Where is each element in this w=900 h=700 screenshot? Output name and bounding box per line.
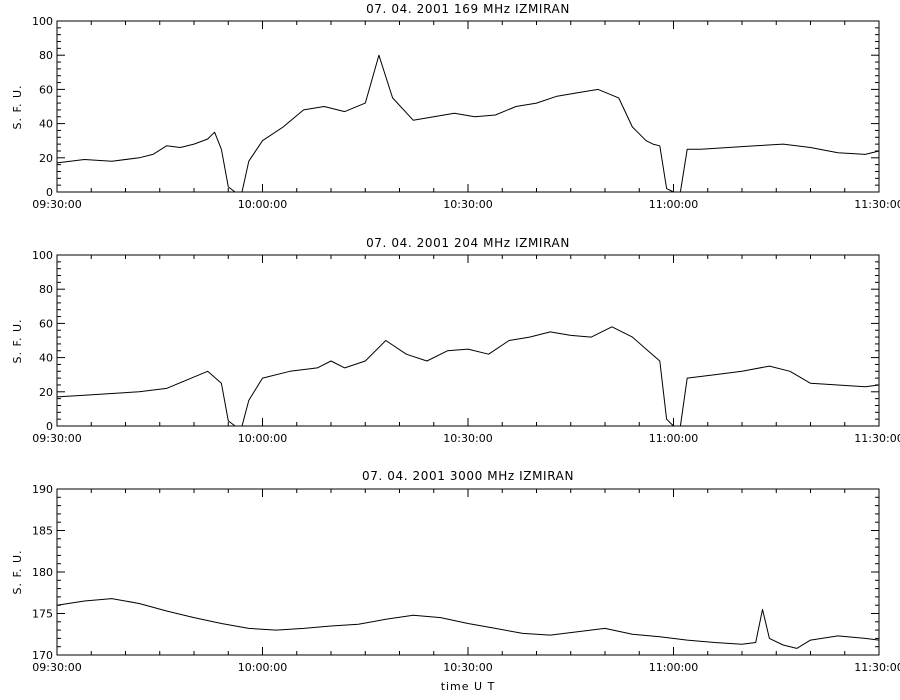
x-tick-label: 11:30:00 xyxy=(854,198,900,211)
y-tick-label: 20 xyxy=(39,152,53,165)
y-ticks: 170 175 180 185 190 xyxy=(32,483,879,662)
y-tick-label: 20 xyxy=(39,386,53,399)
x-tick-label: 11:00:00 xyxy=(649,661,698,674)
y-ticks: 0 20 40 60 80 100 xyxy=(32,15,879,199)
panel-title: 07. 04. 2001 169 MHz IZMIRAN xyxy=(366,2,570,16)
y-tick-label: 80 xyxy=(39,49,53,62)
x-tick-label: 10:30:00 xyxy=(443,198,492,211)
y-tick-label: 100 xyxy=(32,15,53,28)
x-tick-label: 11:30:00 xyxy=(854,432,900,445)
panel-3000mhz: 07. 04. 2001 3000 MHz IZMIRAN S. F. U. 1… xyxy=(11,469,900,674)
y-tick-label: 170 xyxy=(32,649,53,662)
y-tick-label: 175 xyxy=(32,608,53,621)
x-tick-label: 11:00:00 xyxy=(649,432,698,445)
y-tick-label: 180 xyxy=(32,566,53,579)
y-tick-label: 0 xyxy=(46,186,53,199)
y-tick-label: 40 xyxy=(39,352,53,365)
y-tick-label: 80 xyxy=(39,283,53,296)
x-tick-label: 09:30:00 xyxy=(32,432,81,445)
panel-169mhz: 07. 04. 2001 169 MHz IZMIRAN S. F. U. 0 2… xyxy=(11,2,900,211)
y-tick-label: 190 xyxy=(32,483,53,496)
x-tick-label: 10:00:00 xyxy=(238,198,287,211)
x-axis-label: time U T xyxy=(441,680,496,693)
x-tick-label: 10:30:00 xyxy=(443,661,492,674)
y-tick-label: 185 xyxy=(32,525,53,538)
y-tick-label: 40 xyxy=(39,118,53,131)
x-ticks: 09:30:00 10:00:00 10:30:00 11:00:00 11:30:00 xyxy=(32,489,900,674)
series-line-204mhz xyxy=(56,326,880,427)
panel-204mhz: 07. 04. 2001 204 MHz IZMIRAN S. F. U. 0 2… xyxy=(11,236,900,445)
y-tick-label: 0 xyxy=(46,420,53,433)
y-ticks: 0 20 40 60 80 100 xyxy=(32,249,879,433)
panel-title: 07. 04. 2001 204 MHz IZMIRAN xyxy=(366,236,570,250)
y-axis-label: S. F. U. xyxy=(11,549,24,594)
series-line-169mhz xyxy=(56,54,880,193)
x-tick-label: 11:00:00 xyxy=(649,198,698,211)
y-tick-label: 60 xyxy=(39,83,53,96)
x-ticks: 09:30:00 10:00:00 10:30:00 11:00:00 11:30:00 xyxy=(32,255,900,445)
y-axis-label: S. F. U. xyxy=(11,84,24,129)
y-tick-label: 60 xyxy=(39,317,53,330)
x-tick-label: 09:30:00 xyxy=(32,661,81,674)
y-axis-label: S. F. U. xyxy=(11,318,24,363)
x-tick-label: 10:00:00 xyxy=(238,661,287,674)
series-line-3000mhz xyxy=(56,598,880,649)
x-tick-label: 10:30:00 xyxy=(443,432,492,445)
x-ticks: 09:30:00 10:00:00 10:30:00 11:00:00 11:30:00 xyxy=(32,21,900,211)
x-tick-label: 09:30:00 xyxy=(32,198,81,211)
x-tick-label: 11:30:00 xyxy=(854,661,900,674)
panel-title: 07. 04. 2001 3000 MHz IZMIRAN xyxy=(362,469,574,483)
x-tick-label: 10:00:00 xyxy=(238,432,287,445)
y-tick-label: 100 xyxy=(32,249,53,262)
